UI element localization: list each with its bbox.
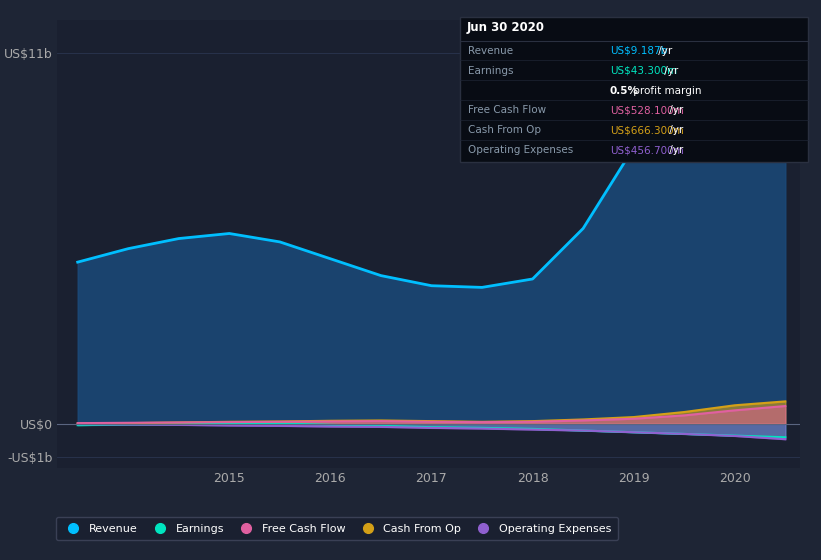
Text: /yr: /yr (666, 145, 683, 155)
Text: Jun 30 2020: Jun 30 2020 (466, 21, 544, 35)
Text: profit margin: profit margin (630, 86, 701, 96)
Text: Revenue: Revenue (468, 46, 513, 56)
Text: 0.5%: 0.5% (610, 86, 639, 96)
Text: US$456.700m: US$456.700m (610, 145, 683, 155)
Text: /yr: /yr (655, 46, 672, 56)
Text: /yr: /yr (661, 66, 678, 76)
Text: Operating Expenses: Operating Expenses (468, 145, 573, 155)
Text: US$528.100m: US$528.100m (610, 105, 683, 115)
Text: /yr: /yr (666, 125, 683, 136)
Text: US$666.300m: US$666.300m (610, 125, 683, 136)
Text: /yr: /yr (666, 105, 683, 115)
Text: US$9.187b: US$9.187b (610, 46, 667, 56)
Legend: Revenue, Earnings, Free Cash Flow, Cash From Op, Operating Expenses: Revenue, Earnings, Free Cash Flow, Cash … (56, 517, 618, 540)
Text: US$43.300m: US$43.300m (610, 66, 677, 76)
Text: Free Cash Flow: Free Cash Flow (468, 105, 546, 115)
Text: Cash From Op: Cash From Op (468, 125, 541, 136)
Text: Earnings: Earnings (468, 66, 514, 76)
